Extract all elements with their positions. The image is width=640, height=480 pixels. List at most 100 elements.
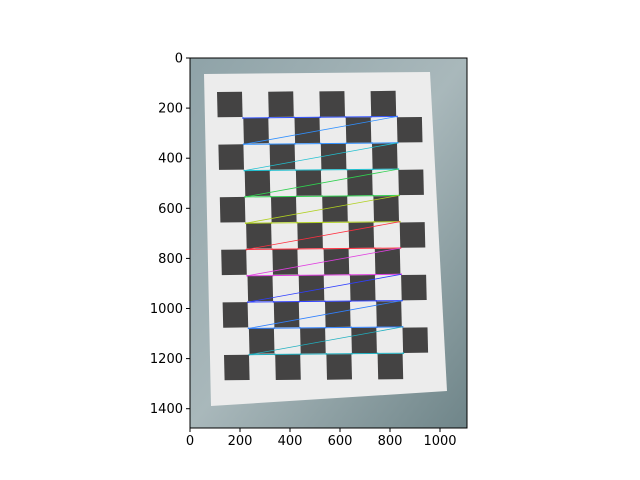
corner-point bbox=[244, 196, 247, 198]
checker-square bbox=[402, 327, 429, 353]
corner-point bbox=[347, 221, 350, 224]
corner-point bbox=[298, 300, 301, 303]
corner-point bbox=[319, 116, 321, 119]
corner-point bbox=[271, 248, 274, 251]
corner-point bbox=[373, 221, 376, 223]
corner-link-line bbox=[249, 326, 403, 356]
corner-point bbox=[299, 327, 301, 329]
corner-lines bbox=[242, 115, 405, 356]
corner-point bbox=[323, 274, 326, 276]
corner-point bbox=[376, 352, 379, 355]
corner-point bbox=[371, 142, 373, 144]
checker-square bbox=[273, 301, 300, 328]
corner-point bbox=[247, 327, 250, 330]
corner-point bbox=[324, 300, 326, 303]
checker-square bbox=[272, 249, 298, 275]
checker-square bbox=[323, 248, 350, 275]
corner-point bbox=[346, 195, 349, 197]
photo bbox=[190, 58, 467, 428]
corner-point bbox=[294, 142, 296, 145]
corner-point bbox=[371, 168, 374, 171]
corner-point bbox=[247, 301, 249, 303]
checker-square bbox=[271, 196, 297, 223]
corner-point bbox=[376, 326, 378, 329]
checker-square bbox=[222, 302, 249, 328]
checker-square bbox=[345, 117, 372, 143]
corner-point bbox=[348, 247, 351, 250]
corner-point bbox=[348, 273, 351, 276]
checker-square bbox=[221, 249, 247, 276]
corner-point bbox=[269, 195, 272, 198]
checker-square bbox=[269, 144, 296, 170]
corner-point bbox=[320, 168, 323, 171]
corner-point bbox=[372, 194, 375, 197]
corner-point bbox=[324, 326, 327, 329]
corner-point bbox=[321, 221, 324, 224]
y-tick-label: 400 bbox=[158, 152, 183, 167]
corner-point bbox=[346, 168, 348, 171]
corner-point bbox=[295, 195, 298, 198]
checker-square bbox=[300, 327, 326, 354]
corner-point bbox=[344, 116, 347, 118]
checker-square bbox=[217, 91, 243, 118]
corner-link-line bbox=[247, 247, 401, 277]
checker-square bbox=[219, 196, 246, 223]
corner-point bbox=[269, 169, 271, 172]
checker-square bbox=[320, 143, 347, 170]
corner-point bbox=[270, 222, 273, 224]
corner-point bbox=[242, 143, 245, 146]
checker-square bbox=[319, 91, 345, 117]
checker-square bbox=[244, 170, 271, 197]
checker-square bbox=[294, 117, 321, 144]
corner-point bbox=[245, 248, 248, 251]
checker-square bbox=[370, 90, 397, 117]
corner-point bbox=[345, 142, 348, 145]
corner-link-line bbox=[244, 142, 398, 171]
corner-point bbox=[374, 273, 377, 276]
corner-point bbox=[351, 352, 353, 355]
checker-square bbox=[349, 275, 376, 301]
y-tick-label: 1000 bbox=[150, 302, 183, 317]
checker-square bbox=[398, 169, 424, 196]
checker-square bbox=[325, 301, 351, 328]
checker-square bbox=[348, 222, 375, 249]
checker-square bbox=[295, 170, 322, 196]
checker-square bbox=[326, 354, 352, 380]
corner-link-line bbox=[247, 273, 402, 303]
y-axis: 0 200 400 600 800 1000 1200 1400 bbox=[150, 52, 190, 417]
corner-point bbox=[350, 326, 353, 329]
corner-point bbox=[267, 116, 270, 119]
checker-square bbox=[224, 354, 250, 381]
checker-square bbox=[374, 248, 401, 275]
checker-square bbox=[376, 301, 402, 327]
x-axis: 0 200 400 600 800 1000 bbox=[186, 428, 457, 449]
checker-square bbox=[372, 143, 398, 169]
checker-square bbox=[351, 327, 377, 354]
corner-point bbox=[322, 247, 325, 250]
corner-point bbox=[296, 248, 299, 250]
corner-point bbox=[244, 222, 247, 225]
y-tick-label: 1400 bbox=[150, 402, 183, 417]
checker-square bbox=[298, 275, 325, 301]
y-tick-label: 800 bbox=[158, 252, 183, 267]
corner-point bbox=[321, 195, 323, 198]
corner-point bbox=[293, 116, 296, 119]
x-tick-label: 200 bbox=[228, 434, 253, 449]
checker-square bbox=[401, 274, 427, 301]
corner-point bbox=[274, 353, 276, 356]
corner-link-line bbox=[243, 116, 398, 145]
checker-square bbox=[275, 354, 301, 380]
corner-point bbox=[242, 117, 244, 119]
corner-point bbox=[319, 142, 322, 145]
corner-point bbox=[375, 299, 378, 302]
checker-square bbox=[377, 353, 404, 380]
checker-square bbox=[218, 144, 244, 170]
checker-square bbox=[373, 196, 399, 222]
corner-point bbox=[370, 115, 373, 118]
y-tick-label: 0 bbox=[175, 52, 183, 67]
corner-point bbox=[325, 353, 328, 355]
corner-point bbox=[349, 300, 352, 302]
checker-square bbox=[243, 117, 269, 144]
corner-point bbox=[248, 353, 251, 356]
